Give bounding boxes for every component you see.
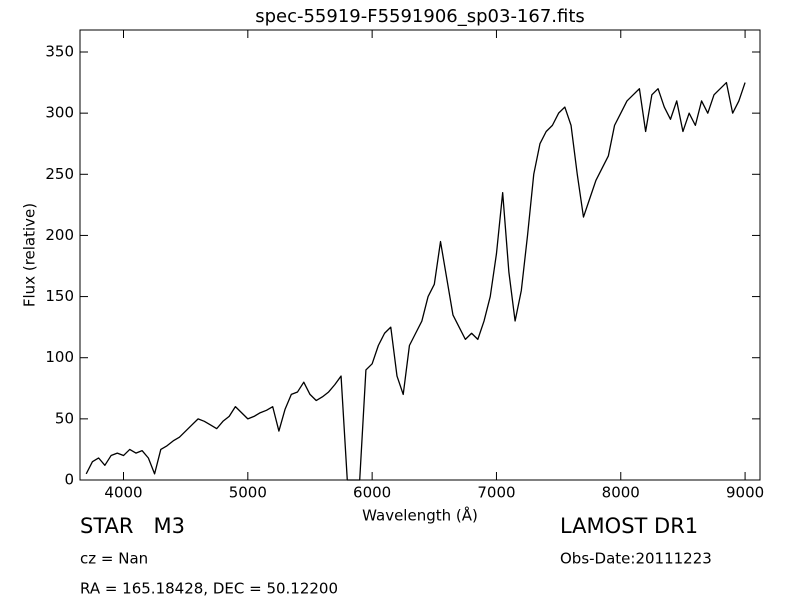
cz-label: cz = Nan	[80, 550, 148, 568]
x-tick-label: 7000	[477, 484, 515, 502]
y-tick-label: 100	[45, 348, 74, 366]
plot-frame	[79, 29, 761, 481]
survey-label: LAMOST DR1	[560, 514, 698, 538]
y-tick-label: 250	[45, 165, 74, 183]
object-label: STAR M3	[80, 514, 185, 538]
x-tick-label: 8000	[602, 484, 640, 502]
chart-title: spec-55919-F5591906_sp03-167.fits	[255, 6, 585, 27]
x-tick-label: 5000	[229, 484, 267, 502]
x-tick-label: 6000	[353, 484, 391, 502]
spectrum-line	[85, 81, 746, 481]
obsdate-label: Obs-Date:20111223	[560, 550, 712, 568]
y-tick-label: 150	[45, 287, 74, 305]
y-axis-label: Flux (relative)	[21, 203, 39, 307]
y-tick-label: 300	[45, 104, 74, 122]
y-tick-label: 50	[55, 409, 74, 427]
y-tick-label: 200	[45, 226, 74, 244]
y-tick-label: 350	[45, 43, 74, 61]
x-axis-label: Wavelength (Å)	[362, 506, 478, 525]
x-tick-label: 4000	[104, 484, 142, 502]
y-tick-label: 0	[64, 471, 74, 489]
coords-label: RA = 165.18428, DEC = 50.12200	[80, 580, 338, 598]
x-tick-label: 9000	[726, 484, 764, 502]
